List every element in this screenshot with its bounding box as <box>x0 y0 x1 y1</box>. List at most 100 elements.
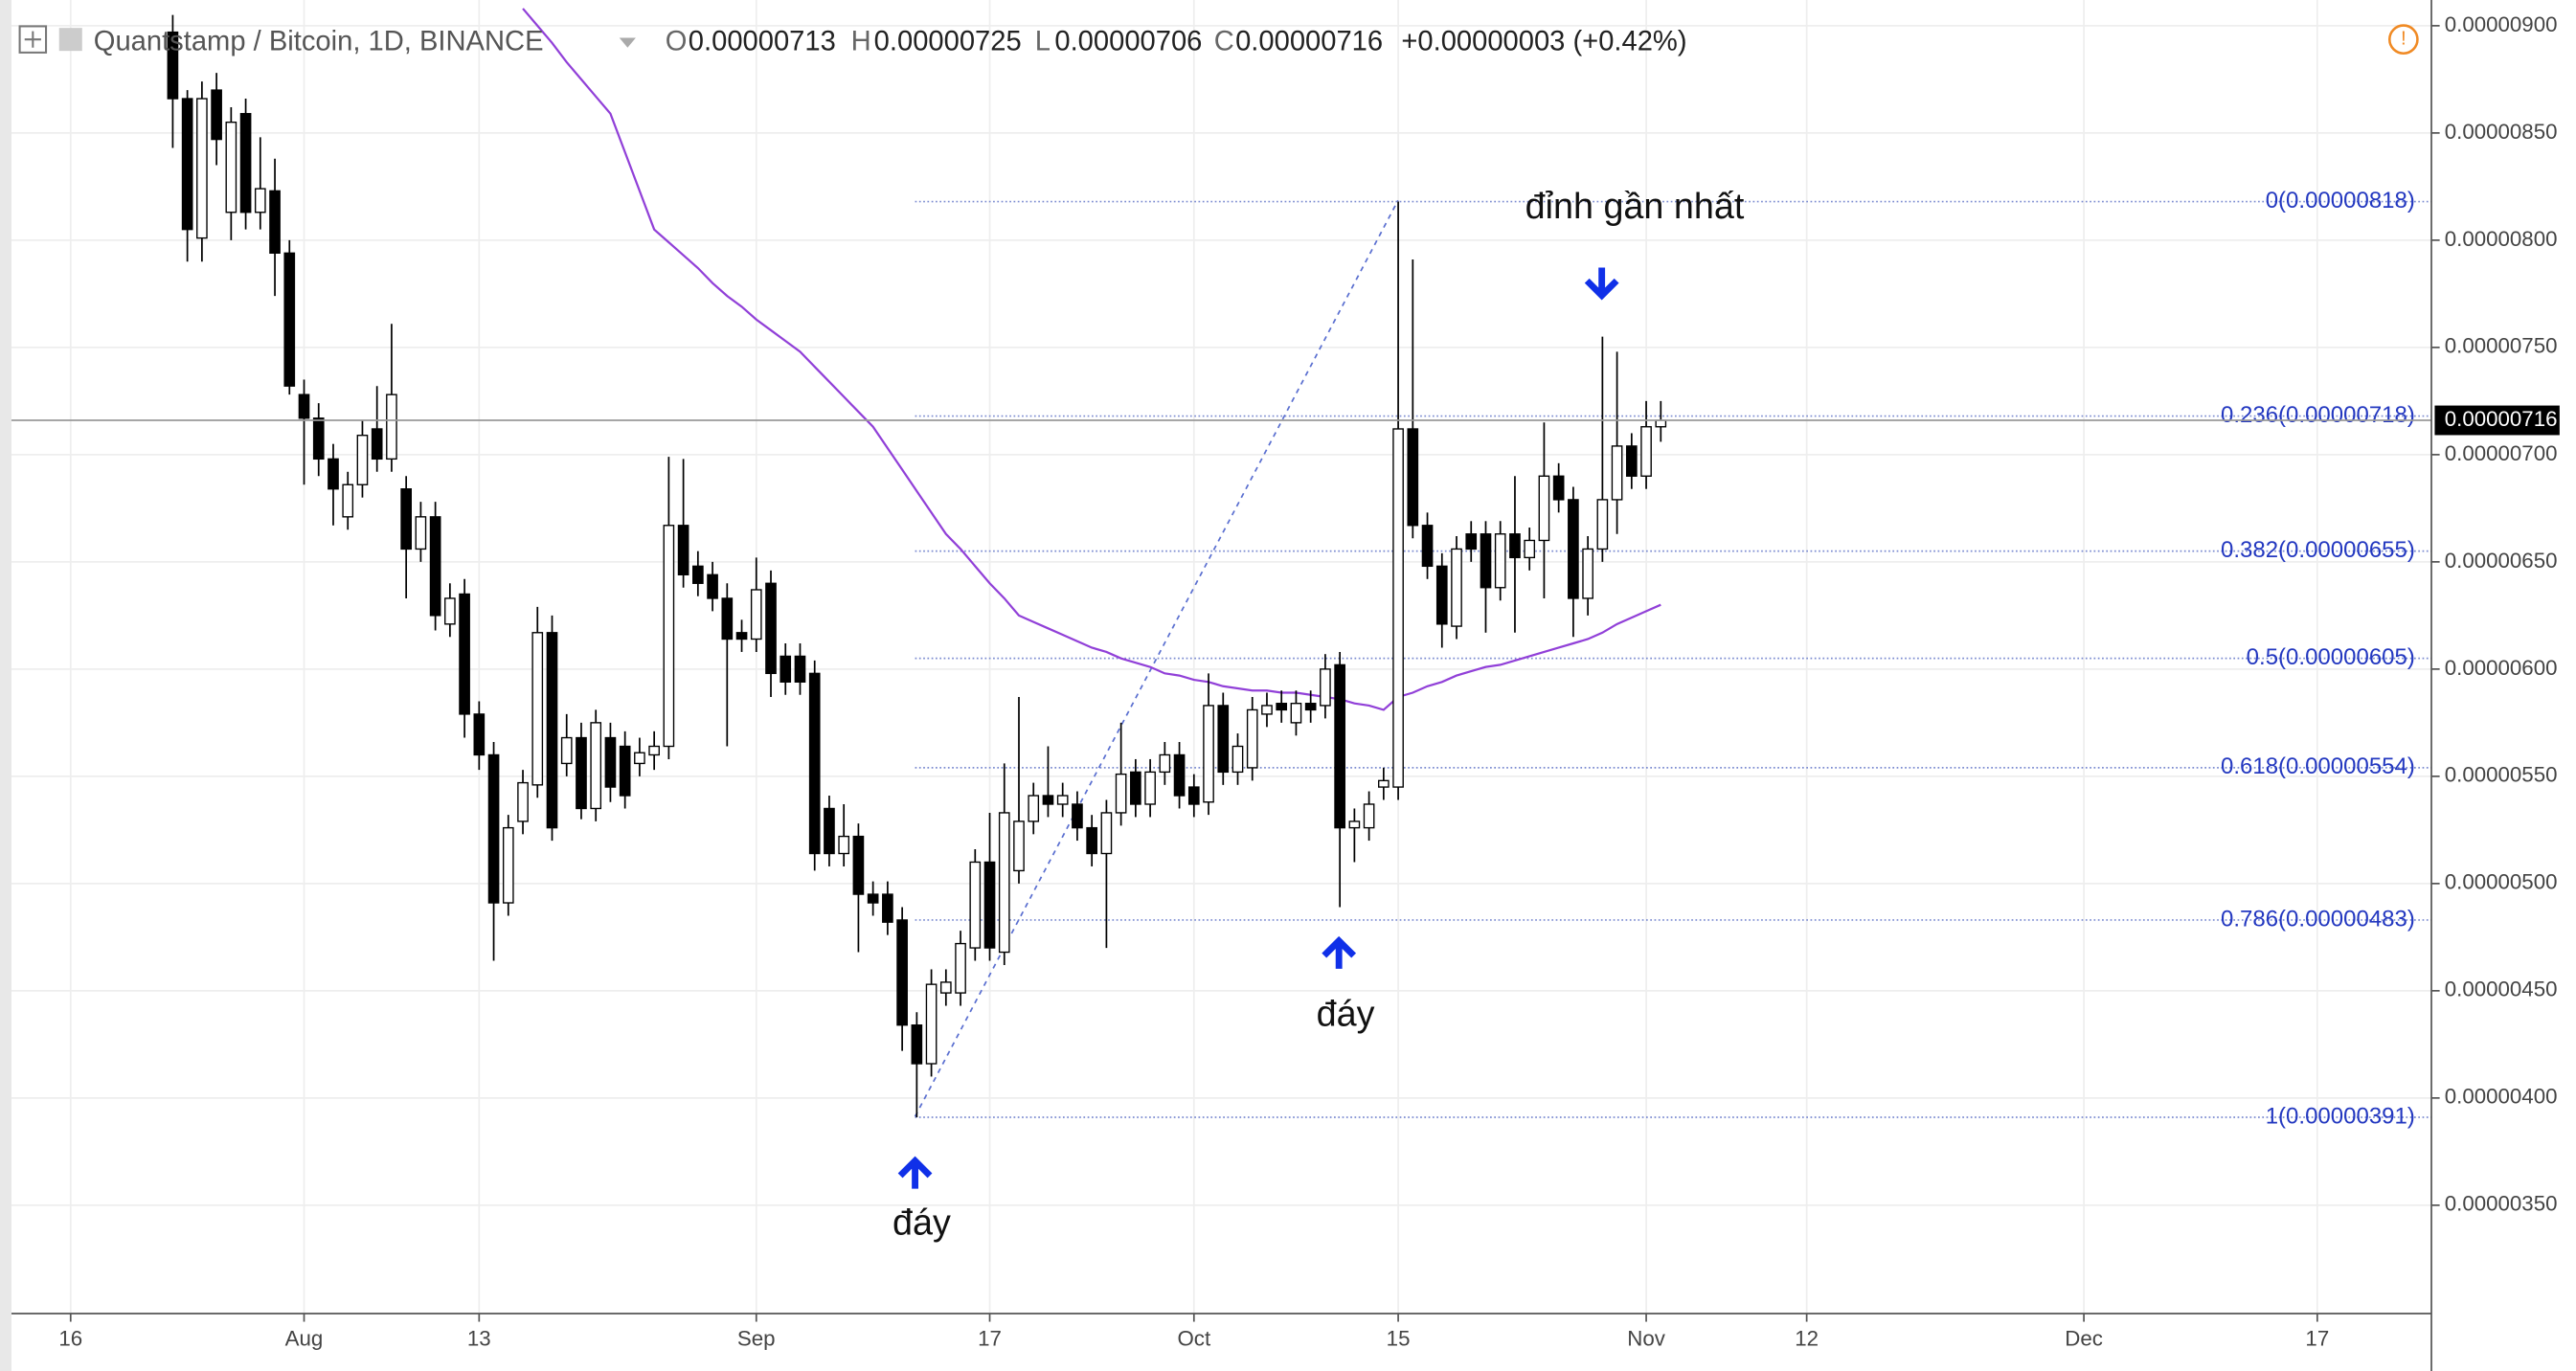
y-tick-label: 0.00000900 <box>2445 12 2558 36</box>
candle-body <box>415 516 427 551</box>
x-tick-label: 15 <box>1387 1326 1411 1350</box>
ohlc-value: 0.00000716 <box>1235 26 1383 56</box>
candle-body <box>780 655 792 683</box>
alert-icon[interactable] <box>2387 24 2419 56</box>
candle-body <box>1246 708 1258 769</box>
fib-label: 0.382(0.00000655) <box>2221 537 2415 563</box>
candle-body <box>1435 565 1448 625</box>
candle-body <box>925 983 938 1065</box>
fib-label: 0.786(0.00000483) <box>2221 906 2415 932</box>
dropdown-arrow[interactable] <box>619 37 636 48</box>
candle-body <box>824 807 835 855</box>
left-border <box>0 0 12 1371</box>
candle-body <box>328 458 339 490</box>
candle-body <box>1655 419 1667 428</box>
ohlc-value: 0.00000713 <box>689 26 836 56</box>
candle-body <box>1625 445 1638 477</box>
candle-body <box>283 252 296 387</box>
candle-body <box>939 981 952 994</box>
candle-body <box>269 190 281 255</box>
candle-body <box>1421 525 1434 568</box>
candle-body <box>1013 820 1025 872</box>
fib-label: 0.5(0.00000605) <box>2247 644 2415 670</box>
candle-body <box>677 525 689 575</box>
x-tick-label: 12 <box>1795 1326 1819 1350</box>
ohlc-key: L <box>1035 26 1051 56</box>
candle-body <box>254 188 266 214</box>
ohlc-value: 0.00000725 <box>874 26 1022 56</box>
fibonacci: 0(0.00000818) 0.236(0.00000718) 0.382(0.00… <box>915 188 2432 1129</box>
candle-body <box>707 573 718 599</box>
y-tick-label: 0.00000750 <box>2445 334 2558 358</box>
candle-body <box>969 861 982 949</box>
candle-body <box>167 31 179 100</box>
candle-body <box>896 919 908 1026</box>
annotation: đỉnh gần nhất <box>1525 186 1745 226</box>
candle-body <box>1640 426 1652 477</box>
y-tick-label: 0.00000700 <box>2445 441 2558 465</box>
candle-body <box>444 597 456 625</box>
change: +0.00000003 (+0.42%) <box>1401 26 1686 56</box>
candle-body <box>1115 773 1127 814</box>
axis-labels: 0.00000900 0.00000850 0.00000800 0.00000750… <box>58 12 2557 1351</box>
ohlc-value: 0.00000706 <box>1054 26 1202 56</box>
x-tick-label: 17 <box>2305 1326 2329 1350</box>
candle-body <box>487 753 500 904</box>
fib-label: 1(0.00000391) <box>2266 1103 2415 1129</box>
candle-body <box>983 861 996 949</box>
y-tick-label: 0.00000400 <box>2445 1085 2558 1109</box>
moving-average <box>522 8 1661 711</box>
expand-icon[interactable] <box>18 25 48 54</box>
ma-line <box>522 8 1661 711</box>
ohlc-key: H <box>851 26 871 56</box>
candle-body <box>181 98 193 231</box>
candle-body <box>1100 812 1113 855</box>
x-tick-label: 16 <box>58 1326 82 1350</box>
candle-body <box>721 597 734 641</box>
candle-body <box>400 488 412 551</box>
candle-body <box>312 417 325 461</box>
candle-body <box>794 655 806 683</box>
alert-icon-mark: ! <box>2401 28 2407 50</box>
chart-title[interactable]: Quantstamp / Bitcoin, 1D, BINANCE <box>94 26 544 56</box>
candle-body <box>371 428 383 461</box>
candle-body <box>1378 779 1390 788</box>
candle-body <box>576 736 587 810</box>
candle-body <box>648 745 660 756</box>
candle-body <box>1203 705 1214 803</box>
candle-body <box>634 752 645 765</box>
candle-body <box>1072 803 1083 829</box>
candle-body <box>1144 771 1156 805</box>
y-tick-label: 0.00000800 <box>2445 227 2558 251</box>
candle-body <box>1056 795 1069 805</box>
ohlc-key: O <box>666 26 688 56</box>
symbol-icon <box>58 28 82 52</box>
x-tick-label: Nov <box>1627 1326 1665 1350</box>
candle-body <box>852 835 865 895</box>
candle-body <box>546 632 558 829</box>
fib-label: 0(0.00000818) <box>2266 188 2415 214</box>
candle-body <box>1494 533 1506 589</box>
candle-body <box>356 435 369 485</box>
price-tag <box>2434 405 2560 436</box>
y-tick-label: 0.00000850 <box>2445 120 2558 144</box>
candle-body <box>619 745 631 797</box>
x-tick-label: 13 <box>467 1326 491 1350</box>
candle-body <box>808 672 821 855</box>
candle-body <box>1582 548 1593 599</box>
candle-body <box>1173 753 1186 797</box>
y-tick-label: 0.00000600 <box>2445 656 2558 680</box>
candle-body <box>1159 753 1171 774</box>
candle-body <box>1524 539 1536 559</box>
arrow-up <box>1322 935 1357 969</box>
candle-body <box>225 121 237 214</box>
arrow-up <box>897 1156 933 1189</box>
candle-body <box>429 516 441 617</box>
annotation: đáy <box>1317 994 1375 1034</box>
candle-body <box>911 1024 923 1065</box>
candle-body <box>1290 703 1302 724</box>
candle-body <box>473 713 486 756</box>
candle-body <box>1596 499 1609 551</box>
